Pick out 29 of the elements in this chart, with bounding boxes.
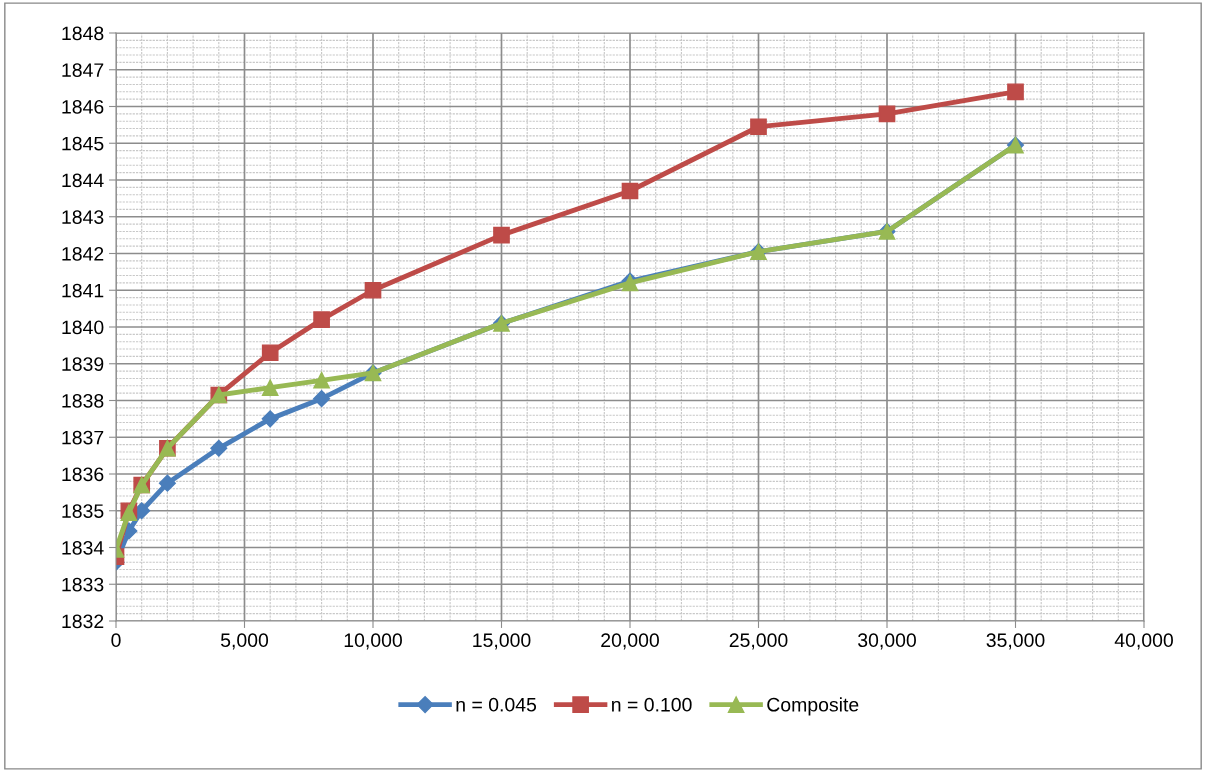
x-tick-label: 40,000: [1114, 633, 1173, 650]
x-tick-label: 5,000: [220, 633, 269, 650]
y-tick-label: 1846: [62, 99, 104, 114]
y-tick-label: 1835: [62, 504, 104, 518]
y-tick-label: 1838: [62, 393, 104, 408]
x-tick-label: 30,000: [858, 633, 916, 650]
y-tick-label: 1843: [62, 210, 104, 224]
x-tick-label: 10,000: [344, 633, 402, 650]
x-tick-label: 20,000: [601, 633, 659, 650]
y-tick-label: 1847: [62, 63, 104, 77]
y-tick-label: 1840: [62, 320, 104, 335]
legend-label: Composite: [767, 697, 859, 716]
legend-label: n = 0.045: [456, 697, 537, 712]
y-tick-label: 1844: [62, 173, 104, 188]
y-tick-label: 1848: [62, 26, 104, 41]
y-tick-label: 1845: [62, 136, 104, 151]
legend-label: n = 0.100: [612, 697, 692, 712]
y-tick-label: 1839: [62, 357, 104, 371]
y-tick-label: 1834: [62, 540, 104, 555]
y-tick-label: 1842: [62, 246, 104, 261]
x-tick-label: 15,000: [473, 633, 531, 650]
y-tick-label: 1833: [62, 577, 104, 592]
y-tick-label: 1836: [62, 467, 104, 482]
x-tick-label: 35,000: [986, 633, 1045, 650]
x-tick-label: 25,000: [729, 633, 788, 650]
y-tick-label: 1832: [62, 614, 104, 629]
x-tick-label: 0: [111, 633, 121, 648]
y-tick-label: 1837: [62, 430, 104, 445]
y-tick-label: 1841: [62, 283, 104, 298]
